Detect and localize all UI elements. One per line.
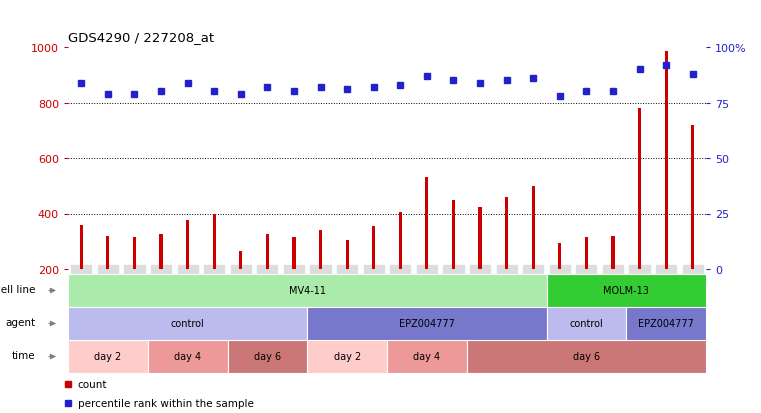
- Bar: [107, 236, 110, 269]
- Bar: [68, 274, 546, 307]
- Bar: [372, 226, 375, 269]
- Bar: [691, 126, 694, 269]
- Bar: [546, 307, 626, 340]
- Text: day 6: day 6: [254, 351, 281, 362]
- Text: MV4-11: MV4-11: [288, 286, 326, 296]
- Bar: [479, 207, 482, 269]
- Bar: [160, 235, 163, 269]
- Bar: [80, 225, 83, 269]
- Bar: [638, 109, 641, 269]
- Bar: [228, 340, 307, 373]
- Text: EPZ004777: EPZ004777: [638, 319, 694, 329]
- Text: GDS4290 / 227208_at: GDS4290 / 227208_at: [68, 31, 214, 44]
- Bar: [186, 221, 189, 269]
- Bar: [212, 214, 216, 269]
- Text: control: control: [569, 319, 603, 329]
- Bar: [626, 307, 706, 340]
- Bar: [399, 213, 402, 269]
- Bar: [239, 252, 243, 269]
- Bar: [266, 235, 269, 269]
- Bar: [425, 178, 428, 269]
- Bar: [148, 340, 228, 373]
- Text: day 2: day 2: [333, 351, 361, 362]
- Text: day 2: day 2: [94, 351, 122, 362]
- Bar: [452, 200, 455, 269]
- Text: day 6: day 6: [573, 351, 600, 362]
- Text: time: time: [11, 350, 35, 360]
- Text: cell line: cell line: [0, 284, 35, 294]
- Text: agent: agent: [5, 317, 35, 327]
- Text: day 4: day 4: [174, 351, 201, 362]
- Bar: [68, 340, 148, 373]
- Bar: [319, 230, 322, 269]
- Bar: [307, 307, 546, 340]
- Bar: [387, 340, 466, 373]
- Text: day 4: day 4: [413, 351, 441, 362]
- Bar: [664, 52, 667, 269]
- Bar: [532, 186, 535, 269]
- Bar: [466, 340, 706, 373]
- Bar: [345, 240, 349, 269]
- Bar: [133, 237, 136, 269]
- Text: control: control: [170, 319, 205, 329]
- Bar: [292, 237, 295, 269]
- Text: percentile rank within the sample: percentile rank within the sample: [78, 399, 253, 408]
- Bar: [505, 197, 508, 269]
- Text: count: count: [78, 380, 107, 389]
- Bar: [584, 237, 588, 269]
- Bar: [546, 274, 706, 307]
- Bar: [559, 243, 562, 269]
- Bar: [611, 236, 615, 269]
- Text: EPZ004777: EPZ004777: [399, 319, 455, 329]
- Bar: [307, 340, 387, 373]
- Text: MOLM-13: MOLM-13: [603, 286, 649, 296]
- Bar: [68, 307, 307, 340]
